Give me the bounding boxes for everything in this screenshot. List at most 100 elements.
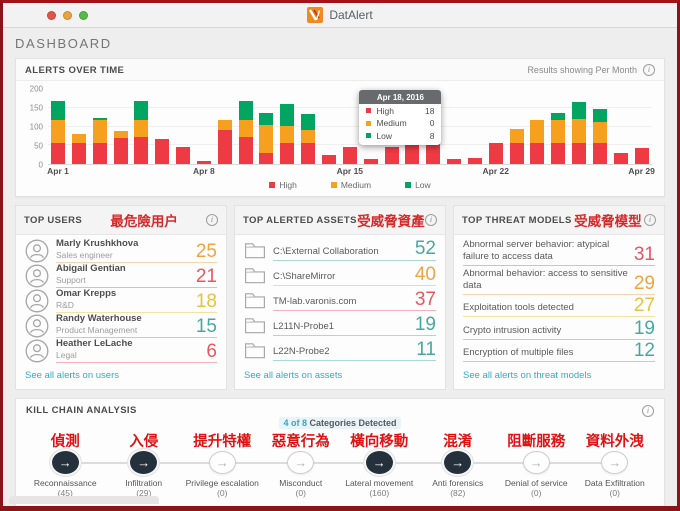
chart-bar[interactable] bbox=[509, 129, 524, 164]
top-threat-models-row[interactable]: Abnormal server behavior: atypical failu… bbox=[463, 239, 655, 266]
top-users-row[interactable]: Omar Krepps R&D 18 bbox=[25, 288, 217, 314]
alerts-over-time-panel: ALERTS OVER TIME Results showing Per Mon… bbox=[15, 58, 665, 197]
chart-bar[interactable]: Apr 8 bbox=[193, 160, 215, 176]
tooltip-date: Apr 18, 2016 bbox=[359, 90, 442, 104]
bar-segment-high bbox=[155, 139, 170, 164]
kill-chain-stages: 偵測 → Reconnaissance (45) 入侵 → Infiltration (29)… bbox=[26, 430, 654, 498]
kill-chain-stage-denial-of-service[interactable]: 阻斷服務 → Denial of service (0) bbox=[497, 430, 576, 498]
top-users-row[interactable]: Randy Waterhouse Product Management 15 bbox=[25, 313, 217, 339]
chart-bar[interactable]: Apr 29 bbox=[628, 147, 655, 176]
info-icon[interactable]: i bbox=[643, 214, 656, 226]
row-main: C:\ShareMirror 40 bbox=[273, 264, 436, 286]
bar-segment-high bbox=[51, 143, 65, 164]
row-text: Encryption of multiple files bbox=[463, 347, 577, 359]
chart-bar[interactable] bbox=[238, 101, 253, 164]
close-button[interactable] bbox=[47, 10, 56, 20]
top-alerted-assets-row[interactable]: C:\External Collaboration 52 bbox=[244, 239, 436, 261]
top-users-row[interactable]: Marly Krushkhova Sales engineer 25 bbox=[25, 238, 217, 264]
bar-segment-high bbox=[572, 143, 587, 164]
chart-bar[interactable] bbox=[363, 159, 378, 164]
bar-segment-medium bbox=[280, 126, 295, 144]
legend-item-medium: Medium bbox=[330, 180, 371, 190]
top-alerted-assets-row[interactable]: TM-lab.varonis.com 37 bbox=[244, 290, 436, 311]
chart-bar[interactable] bbox=[113, 130, 128, 164]
info-icon[interactable]: i bbox=[643, 64, 655, 76]
x-axis-tick: Apr 1 bbox=[47, 166, 69, 176]
top-users-row[interactable]: Heather LeLache Legal 6 bbox=[25, 338, 217, 364]
chart-bar[interactable] bbox=[551, 113, 566, 164]
kill-chain-stage-misconduct[interactable]: 惡意行為 → Misconduct (0) bbox=[262, 430, 341, 498]
row-text: Abnormal behavior: access to sensitive d… bbox=[463, 268, 634, 292]
top-alerted-assets-row[interactable]: C:\ShareMirror 40 bbox=[244, 264, 436, 286]
chart-bar[interactable] bbox=[92, 118, 107, 164]
chart-bar[interactable] bbox=[155, 139, 170, 164]
chart-bar[interactable] bbox=[71, 133, 86, 164]
row-main: Encryption of multiple files 12 bbox=[463, 341, 655, 363]
kill-chain-stage-anti-forensics[interactable]: 混淆 → Anti forensics (82) bbox=[419, 430, 498, 498]
user-icon bbox=[25, 264, 49, 288]
top-alerted-assets-row[interactable]: L22N-Probe2 11 bbox=[244, 338, 436, 361]
chart-bar[interactable] bbox=[321, 154, 336, 164]
see-all-users-link[interactable]: See all alerts on users bbox=[25, 370, 119, 382]
chart-bar[interactable]: Apr 15 bbox=[337, 146, 363, 176]
minimize-button[interactable] bbox=[63, 10, 72, 20]
chart-bar[interactable] bbox=[572, 102, 587, 164]
see-all-assets-link[interactable]: See all alerts on assets bbox=[244, 370, 343, 382]
info-icon[interactable]: i bbox=[206, 214, 218, 226]
note-part: Categories Detected bbox=[306, 418, 397, 429]
stage-count: (0) bbox=[295, 488, 306, 499]
stage-arrow-icon[interactable]: → bbox=[601, 451, 629, 475]
stage-label: Anti forensics bbox=[432, 478, 484, 489]
chart-bar[interactable]: Apr 22 bbox=[482, 143, 509, 176]
chart-bar[interactable] bbox=[613, 152, 628, 164]
chart-bar[interactable] bbox=[176, 146, 191, 164]
app-title: DatAlert bbox=[329, 8, 373, 22]
kill-chain-stage-lateral-movement[interactable]: 橫向移動 → Lateral movement (160) bbox=[340, 430, 419, 498]
alerts-panel-header: ALERTS OVER TIME Results showing Per Mon… bbox=[16, 59, 664, 81]
bar-segment-high bbox=[592, 143, 607, 164]
top-threat-models-row[interactable]: Crypto intrusion activity 19 bbox=[463, 319, 655, 340]
top-threat-models-row[interactable]: Encryption of multiple files 12 bbox=[463, 341, 655, 363]
chart-bar[interactable] bbox=[530, 120, 545, 164]
stage-label: Denial of service bbox=[504, 478, 568, 489]
maximize-button[interactable] bbox=[79, 10, 88, 20]
kill-chain-stage-privilege-escalation[interactable]: 提升特權 → Privilege escalation (0) bbox=[183, 430, 262, 498]
chart-bar[interactable] bbox=[301, 113, 316, 164]
stage-arrow-icon[interactable]: → bbox=[365, 451, 393, 475]
bar-segment-low bbox=[92, 118, 107, 121]
chart-bar[interactable] bbox=[447, 158, 462, 164]
stage-arrow-icon[interactable]: → bbox=[287, 451, 315, 475]
bar-segment-high bbox=[447, 158, 462, 164]
chart-bar[interactable] bbox=[259, 113, 274, 164]
row-text: Exploitation tools detected bbox=[463, 302, 578, 314]
kill-chain-stage-infiltration[interactable]: 入侵 → Infiltration (29) bbox=[105, 430, 184, 498]
chart-bar[interactable] bbox=[280, 103, 295, 164]
y-axis-tick: 50 bbox=[34, 141, 43, 151]
stage-arrow-icon[interactable]: → bbox=[130, 451, 158, 475]
chart-bar[interactable] bbox=[217, 120, 232, 164]
top-threat-models-row[interactable]: Abnormal behavior: access to sensitive d… bbox=[463, 268, 655, 295]
row-main: Abnormal behavior: access to sensitive d… bbox=[463, 268, 655, 295]
chart-bar[interactable] bbox=[134, 101, 149, 164]
chart-bar[interactable] bbox=[384, 146, 399, 164]
info-icon[interactable]: i bbox=[425, 214, 437, 226]
alert-count: 11 bbox=[416, 338, 436, 360]
top-threat-models-row[interactable]: Exploitation tools detected 27 bbox=[463, 296, 655, 318]
chart-bar[interactable] bbox=[467, 157, 482, 164]
stage-arrow-icon[interactable]: → bbox=[444, 451, 472, 475]
row-title: Crypto intrusion activity bbox=[463, 324, 562, 336]
kill-chain-stage-data-exfiltration[interactable]: 資料外洩 → Data Exfiltration (0) bbox=[576, 430, 655, 498]
info-icon[interactable]: i bbox=[642, 405, 654, 418]
stage-arrow-icon[interactable]: → bbox=[208, 451, 236, 475]
results-note: Results showing Per Month bbox=[527, 65, 637, 75]
stage-arrow-icon[interactable]: → bbox=[522, 451, 550, 475]
see-all-threat-models-link[interactable]: See all alerts on threat models bbox=[463, 370, 592, 382]
chart-bar[interactable] bbox=[592, 108, 607, 164]
kill-chain-stage-reconnaissance[interactable]: 偵測 → Reconnaissance (45) bbox=[26, 430, 105, 498]
top-users-row[interactable]: Abigail Gentian Support 21 bbox=[25, 263, 217, 289]
bar-segment-high bbox=[321, 154, 336, 164]
chart-bar[interactable]: Apr 1 bbox=[47, 101, 69, 176]
stage-arrow-icon[interactable]: → bbox=[51, 451, 79, 475]
top-alerted-assets-row[interactable]: L211N-Probe1 19 bbox=[244, 315, 436, 336]
bar-segment-high bbox=[301, 143, 316, 164]
